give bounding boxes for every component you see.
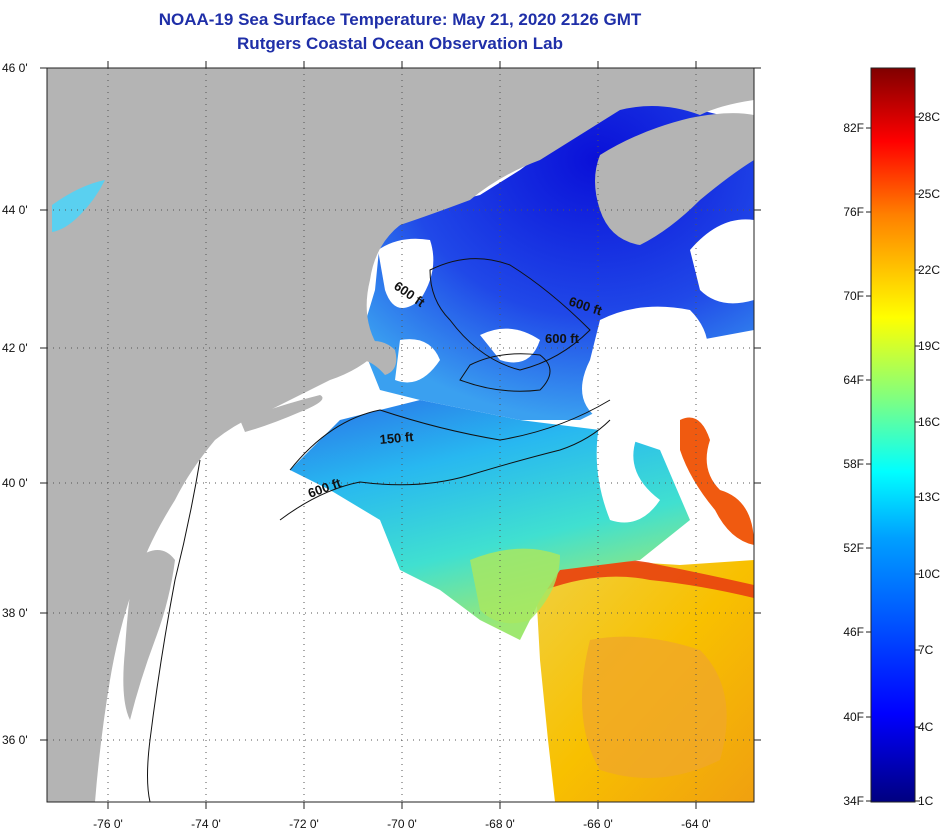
contour-label-600ft-center: 600 ft — [545, 331, 580, 346]
colorbar-labels: 82F 76F 70F 64F 58F 52F 46F 40F 34F 28C 25C 22C 19C 1… — [843, 110, 940, 808]
lon-label-64: -64 0' — [681, 817, 711, 831]
temperature-colorbar — [870, 67, 916, 803]
land-long-island — [240, 395, 323, 432]
land-cape-cod — [355, 341, 397, 375]
contour-150ft — [289, 399, 611, 471]
land-delmarva — [123, 550, 175, 720]
graticule — [47, 68, 754, 802]
map-data-layer — [47, 68, 754, 802]
colorbar-fahrenheit-label: 40F — [843, 710, 864, 724]
lon-label-70: -70 0' — [387, 817, 417, 831]
lon-label-66: -66 0' — [583, 817, 613, 831]
colorbar-celsius-label: 19C — [918, 339, 940, 353]
lat-label-42: 42 0' — [2, 341, 28, 355]
colorbar-celsius-label: 13C — [918, 490, 940, 504]
warm-patch-south — [582, 636, 727, 778]
lon-label-68: -68 0' — [485, 817, 515, 831]
colorbar-celsius-label: 25C — [918, 187, 940, 201]
colorbar-celsius-label: 28C — [918, 110, 940, 124]
bathymetry-contours — [147, 258, 611, 803]
warm-eddy-east — [680, 417, 754, 545]
coastline-shelf-edge — [147, 459, 201, 803]
land-northwest-patch — [52, 180, 105, 232]
contour-gulf-of-maine — [429, 258, 591, 371]
colorbar-celsius-label: 10C — [918, 567, 940, 581]
colorbar-celsius-label: 16C — [918, 415, 940, 429]
tick-marks — [40, 61, 761, 809]
colorbar-fahrenheit-label: 34F — [843, 794, 864, 808]
colorbar-fahrenheit-label: 46F — [843, 625, 864, 639]
lat-label-40: 40 0' — [2, 476, 28, 490]
contour-georges-bank — [459, 353, 551, 392]
colorbar-fahrenheit-label: 76F — [843, 205, 864, 219]
colorbar-celsius-label: 7C — [918, 643, 934, 657]
green-shelf-patch — [470, 548, 560, 624]
contour-600ft — [279, 419, 611, 521]
map-title: NOAA-19 Sea Surface Temperature: May 21,… — [158, 10, 642, 29]
contour-label-150ft: 150 ft — [379, 429, 415, 447]
lon-label-76: -76 0' — [93, 817, 123, 831]
map-subtitle: Rutgers Coastal Ocean Observation Lab — [237, 34, 563, 53]
colorbar-fahrenheit-label: 52F — [843, 541, 864, 555]
cloud-cover — [378, 219, 754, 523]
lat-label-46: 46 0' — [2, 61, 28, 75]
colorbar-fahrenheit-label: 82F — [843, 121, 864, 135]
colorbar-celsius-label: 4C — [918, 720, 934, 734]
shelf-water — [290, 400, 690, 640]
land-nova-scotia — [595, 113, 754, 245]
lat-label-36: 36 0' — [2, 733, 28, 747]
colorbar-fahrenheit-label: 64F — [843, 373, 864, 387]
lat-label-38: 38 0' — [2, 606, 28, 620]
colorbar-celsius-label: 1C — [918, 794, 934, 808]
map-frame — [46, 67, 755, 803]
lon-label-74: -74 0' — [191, 817, 221, 831]
warm-core-filament — [540, 559, 754, 598]
land-mainland — [47, 68, 754, 802]
colorbar-fahrenheit-label: 70F — [843, 289, 864, 303]
lon-label-72: -72 0' — [289, 817, 319, 831]
lat-label-44: 44 0' — [2, 203, 28, 217]
colorbar-celsius-label: 22C — [918, 263, 940, 277]
colorbar-fahrenheit-label: 58F — [843, 457, 864, 471]
